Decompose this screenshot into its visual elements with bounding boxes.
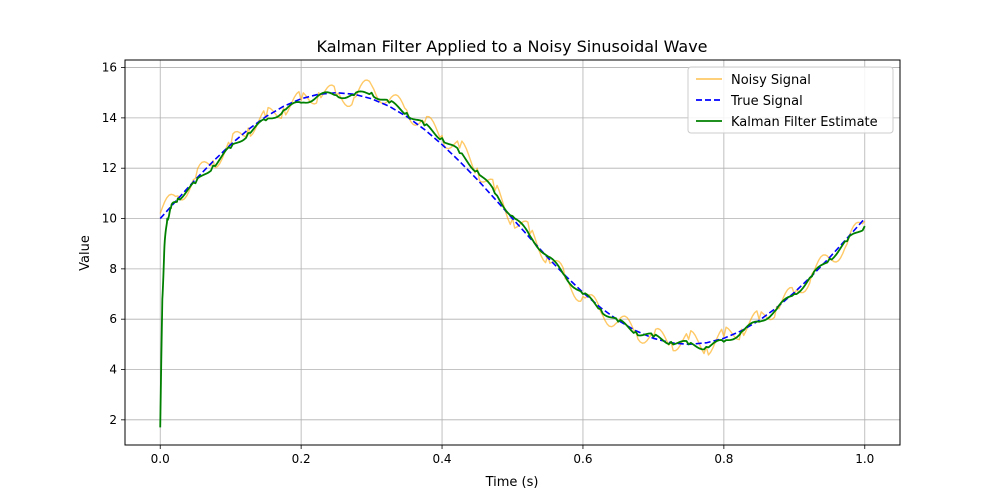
y-tick-label: 12 xyxy=(102,161,117,175)
y-tick-label: 6 xyxy=(109,312,117,326)
y-axis-label: Value xyxy=(78,235,93,271)
y-tick-label: 8 xyxy=(109,262,117,276)
x-tick-label: 0.4 xyxy=(432,452,451,466)
y-tick-label: 10 xyxy=(102,212,117,226)
x-tick-label: 0.6 xyxy=(573,452,592,466)
y-tick-label: 16 xyxy=(102,61,117,75)
x-tick-label: 0.2 xyxy=(292,452,311,466)
legend: Noisy Signal True Signal Kalman Filter Est… xyxy=(687,66,894,134)
series-layer xyxy=(159,79,866,428)
legend-label-kalman-filter-estimate: Kalman Filter Estimate xyxy=(731,115,878,130)
y-tick-label: 14 xyxy=(102,111,117,125)
chart-title: Kalman Filter Applied to a Noisy Sinusoi… xyxy=(316,37,707,56)
x-tick-label: 0.0 xyxy=(151,452,170,466)
series-line-kalman-filter-estimate xyxy=(159,90,866,428)
y-tick-label: 2 xyxy=(109,413,117,427)
legend-label-true-signal: True Signal xyxy=(730,94,803,109)
plot-frame xyxy=(124,59,901,446)
tick-layer: 0.0 0.2 0.4 0.6 0.8 1.0 2 4 6 8 10 12 14 16 xyxy=(102,61,875,466)
x-tick-label: 0.8 xyxy=(714,452,733,466)
y-tick-label: 4 xyxy=(109,363,117,377)
legend-box xyxy=(687,66,894,134)
legend-label-noisy-signal: Noisy Signal xyxy=(731,73,811,88)
x-axis-label: Time (s) xyxy=(485,475,539,490)
x-tick-label: 1.0 xyxy=(855,452,874,466)
